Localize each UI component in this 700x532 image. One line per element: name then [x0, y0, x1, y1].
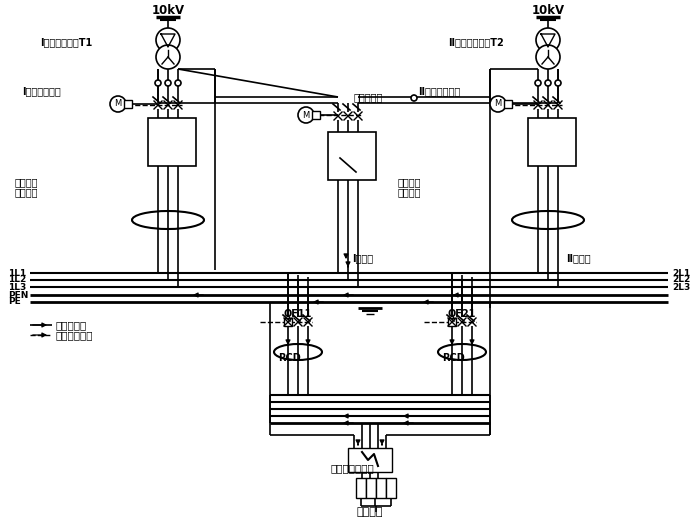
- Bar: [163, 150, 173, 161]
- Text: 2L2: 2L2: [672, 276, 690, 285]
- Bar: [173, 150, 183, 161]
- Circle shape: [535, 80, 541, 86]
- Bar: [528, 118, 576, 166]
- Text: 用电设备: 用电设备: [357, 507, 384, 517]
- Text: 电流检测: 电流检测: [15, 187, 38, 197]
- Bar: [366, 478, 376, 498]
- Text: 母联断路器: 母联断路器: [354, 92, 384, 102]
- Bar: [353, 136, 363, 147]
- Bar: [124, 100, 132, 108]
- Bar: [448, 318, 456, 326]
- Bar: [333, 134, 371, 178]
- Circle shape: [555, 80, 561, 86]
- Circle shape: [411, 95, 417, 101]
- Bar: [284, 318, 292, 326]
- Bar: [543, 122, 553, 133]
- Bar: [333, 150, 343, 161]
- Circle shape: [298, 107, 314, 123]
- Text: I段电力变压器T1: I段电力变压器T1: [40, 37, 92, 47]
- Bar: [343, 150, 353, 161]
- Bar: [553, 150, 563, 161]
- Bar: [173, 122, 183, 133]
- Text: II段母线: II段母线: [566, 253, 591, 263]
- Text: 1L1: 1L1: [8, 269, 27, 278]
- Circle shape: [156, 28, 180, 52]
- Text: PE: PE: [8, 297, 21, 306]
- Bar: [153, 150, 163, 161]
- Text: II段进线断路器: II段进线断路器: [418, 86, 461, 96]
- Bar: [173, 136, 183, 147]
- Bar: [333, 164, 343, 175]
- Text: 接地故障: 接地故障: [398, 177, 421, 187]
- Bar: [376, 478, 386, 498]
- Text: 1L2: 1L2: [8, 276, 27, 285]
- Bar: [153, 122, 163, 133]
- Bar: [386, 478, 396, 498]
- Bar: [153, 136, 163, 147]
- Bar: [148, 118, 196, 166]
- Text: PEN: PEN: [8, 290, 29, 300]
- Text: RCD: RCD: [442, 353, 465, 363]
- Circle shape: [545, 80, 551, 86]
- Bar: [153, 120, 191, 164]
- Circle shape: [110, 96, 126, 112]
- Text: 电流检测: 电流检测: [398, 187, 421, 197]
- Bar: [533, 122, 543, 133]
- Text: 1L3: 1L3: [8, 282, 27, 292]
- Bar: [163, 122, 173, 133]
- Circle shape: [490, 96, 506, 112]
- Text: 接地故障: 接地故障: [15, 177, 38, 187]
- Text: I段进线断路器: I段进线断路器: [22, 86, 61, 96]
- Bar: [553, 136, 563, 147]
- Text: QF21: QF21: [448, 309, 477, 319]
- Circle shape: [175, 80, 181, 86]
- Text: 10kV: 10kV: [151, 4, 185, 16]
- Text: I段母线: I段母线: [352, 253, 373, 263]
- Bar: [533, 150, 543, 161]
- Text: M: M: [114, 99, 122, 109]
- Circle shape: [536, 28, 560, 52]
- Text: QF11: QF11: [284, 309, 312, 319]
- Bar: [163, 136, 173, 147]
- Text: 中性线电流: 中性线电流: [55, 320, 86, 330]
- Text: M: M: [302, 111, 309, 120]
- Bar: [533, 136, 543, 147]
- Circle shape: [536, 45, 560, 69]
- Text: 2L1: 2L1: [672, 269, 690, 278]
- Bar: [353, 150, 363, 161]
- Bar: [312, 111, 320, 119]
- Bar: [543, 136, 553, 147]
- Bar: [543, 150, 553, 161]
- Bar: [333, 136, 343, 147]
- Bar: [356, 478, 366, 498]
- Circle shape: [165, 80, 171, 86]
- Text: M: M: [494, 99, 502, 109]
- Text: 单相接地故障点: 单相接地故障点: [330, 463, 374, 473]
- Bar: [353, 164, 363, 175]
- Bar: [343, 164, 353, 175]
- Bar: [343, 136, 353, 147]
- Circle shape: [156, 45, 180, 69]
- Text: RCD: RCD: [278, 353, 301, 363]
- Text: II段电力变压器T2: II段电力变压器T2: [448, 37, 504, 47]
- Bar: [533, 120, 571, 164]
- Text: 10kV: 10kV: [531, 4, 565, 16]
- Bar: [348, 448, 392, 472]
- Text: 2L3: 2L3: [672, 282, 690, 292]
- Circle shape: [155, 80, 161, 86]
- Text: 接地故障电流: 接地故障电流: [55, 330, 92, 340]
- Bar: [328, 132, 376, 180]
- Bar: [553, 122, 563, 133]
- Bar: [504, 100, 512, 108]
